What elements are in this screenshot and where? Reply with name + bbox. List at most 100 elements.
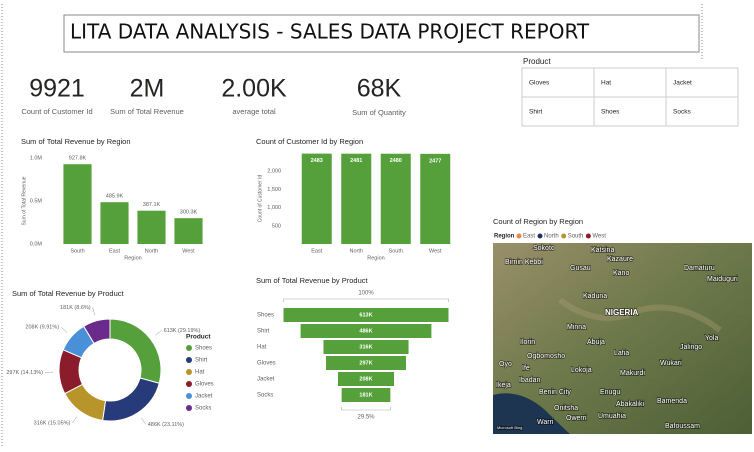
x-tick-label: East: [109, 248, 120, 254]
place-label: Kaduna: [583, 293, 607, 300]
legend-label: Gloves: [195, 382, 214, 388]
y-tick-label: 1.0M: [30, 155, 43, 161]
slicer-item[interactable]: [593, 96, 667, 127]
slicer-title: Product: [523, 57, 551, 66]
legend-marker: [516, 233, 522, 239]
slicer-item[interactable]: [521, 96, 595, 127]
place-label: Maiduguri: [707, 276, 738, 283]
data-label: 300.3K: [180, 210, 198, 216]
category-label: Socks: [257, 393, 273, 399]
data-label: 297K (14.13%): [6, 370, 43, 376]
y-axis-label: Sum of Total Revenue: [21, 176, 27, 225]
legend-marker: [186, 357, 192, 363]
legend-marker: [561, 233, 567, 239]
kpi-value: 9921: [29, 75, 85, 103]
place-label: Onitsha: [554, 405, 578, 412]
x-tick-label: North: [145, 248, 158, 254]
kpi-label: Sum of Quantity: [352, 108, 406, 117]
place-label: Abakaliki: [616, 401, 644, 408]
y-tick-label: 2,000: [267, 169, 281, 175]
chart-title: Count of Region by Region: [493, 217, 583, 226]
category-label: Shoes: [257, 313, 274, 319]
slicer-item-label: Shirt: [529, 109, 543, 116]
slicer-item[interactable]: [665, 96, 739, 127]
x-axis-label: Region: [124, 255, 141, 261]
kpi-value: 2.00K: [221, 75, 287, 103]
map-background: [493, 243, 752, 434]
legend-label: West: [592, 234, 606, 240]
place-label: Minna: [567, 324, 586, 331]
category-label: Gloves: [257, 361, 276, 367]
slicer-item[interactable]: [521, 67, 595, 98]
leader-line: [72, 416, 78, 424]
data-label: 486K: [359, 328, 372, 334]
place-label: Ikeja: [496, 382, 511, 389]
data-label: 181K (8.6%): [60, 305, 91, 311]
donut-slice: [102, 377, 160, 422]
data-label: 2480: [390, 158, 402, 164]
place-label: Warri: [537, 419, 554, 426]
place-label: Damaturu: [684, 265, 715, 272]
bar: [380, 153, 411, 244]
funnel-top-label: 100%: [358, 291, 374, 297]
donut-slice: [83, 318, 111, 345]
bar: [301, 153, 332, 244]
chart-title: Sum of Total Revenue by Region: [21, 137, 131, 146]
data-label: 2483: [311, 158, 323, 164]
place-label: Gusau: [570, 265, 591, 272]
slicer-item[interactable]: [665, 67, 739, 98]
data-label: 486K (23.11%): [148, 422, 184, 428]
x-tick-label: South: [70, 248, 84, 254]
legend-marker: [186, 381, 192, 387]
data-label: 2481: [350, 158, 362, 164]
data-label: 208K (9.91%): [25, 325, 59, 331]
funnel-bracket: [283, 298, 449, 302]
chart-title: Sum of Total Revenue by Product: [12, 289, 125, 298]
slicer-item-label: Hat: [601, 80, 611, 87]
x-tick-label: East: [311, 248, 322, 254]
kpi-value: 68K: [357, 75, 402, 103]
place-label: Abuja: [587, 339, 605, 346]
place-label: Kazaure: [607, 256, 633, 263]
map-attribution: Microsoft Bing: [497, 425, 522, 430]
bar: [137, 210, 166, 244]
place-label: Wukari: [660, 360, 682, 367]
y-axis-label: Count of Customer Id: [257, 175, 263, 223]
title-box: [63, 14, 700, 53]
x-axis-label: Region: [367, 255, 384, 261]
slicer-item-label: Shoes: [601, 109, 620, 116]
slicer-item-label: Socks: [673, 109, 691, 116]
bar: [63, 164, 92, 244]
place-label: Bamenda: [657, 398, 687, 405]
category-label: Shirt: [257, 329, 270, 335]
y-tick-label: 1,000: [267, 205, 281, 211]
place-label: Ibadan: [519, 377, 541, 384]
funnel-bar: [283, 308, 449, 322]
legend-title: Region: [494, 234, 515, 240]
funnel-bar: [326, 356, 406, 370]
funnel-bar: [341, 388, 391, 402]
x-tick-label: South: [389, 248, 403, 254]
funnel-bar: [300, 324, 432, 338]
legend-label: East: [523, 234, 535, 240]
y-tick-label: 1,500: [267, 187, 281, 193]
data-label: 613K: [359, 312, 372, 318]
data-label: 2477: [429, 158, 441, 164]
data-label: 316K: [359, 344, 372, 350]
kpi-value: 2M: [130, 75, 165, 103]
y-tick-label: 0.0M: [30, 241, 43, 247]
place-label: Katsina: [591, 247, 614, 254]
legend-marker: [537, 233, 543, 239]
legend-marker: [186, 345, 192, 351]
legend-marker: [186, 393, 192, 399]
funnel-bottom-label: 29.5%: [357, 415, 375, 421]
place-label: Jalingo: [680, 344, 702, 351]
chart-title: Count of Customer Id by Region: [256, 137, 363, 146]
place-label: Owerri: [566, 415, 587, 422]
place-label: Ife: [522, 365, 530, 372]
bar: [341, 153, 372, 244]
legend-label: Jacket: [195, 394, 213, 400]
place-label: Umuahia: [598, 413, 626, 420]
place-label: Yola: [705, 335, 718, 342]
